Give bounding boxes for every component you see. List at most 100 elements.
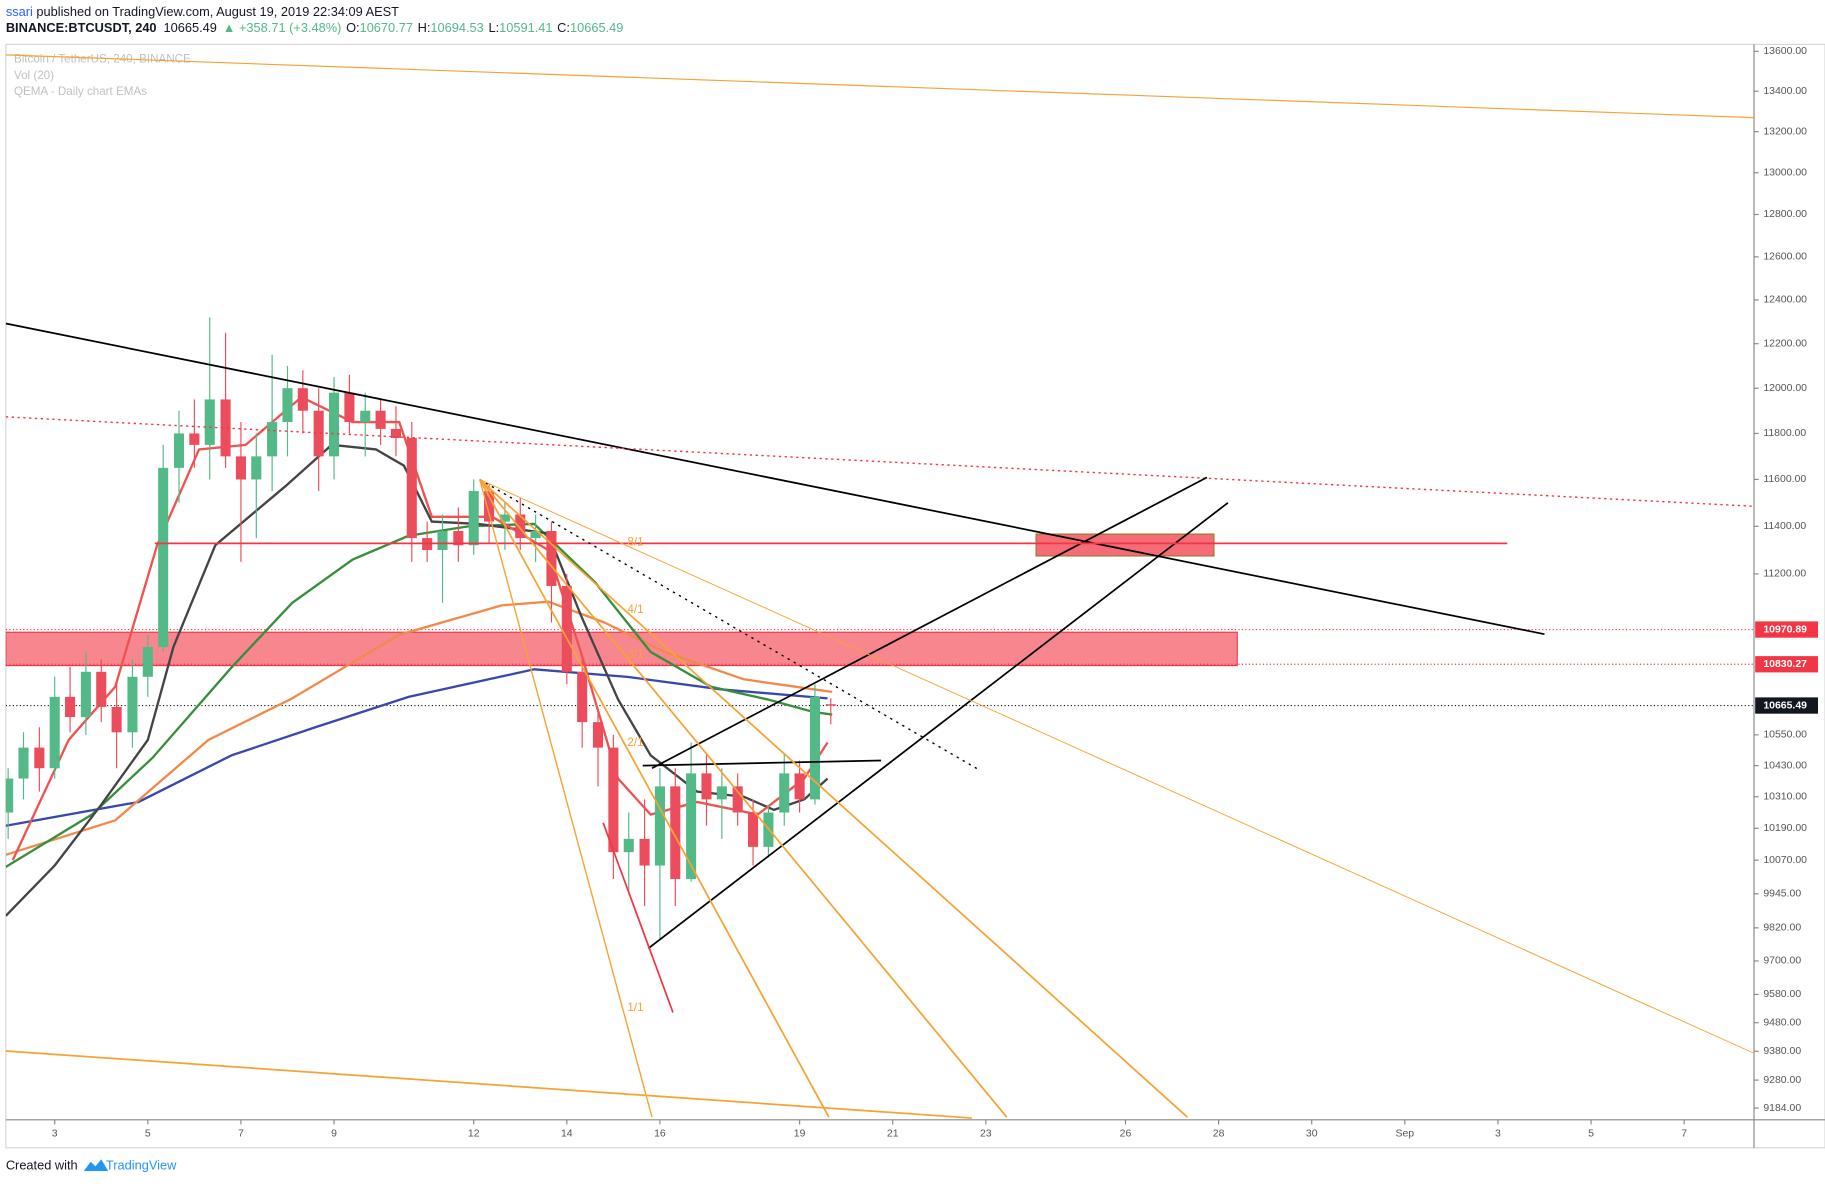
candle-body [189,433,200,445]
trend-line [479,479,653,1118]
candle-body [173,433,185,468]
candle-body [794,773,805,800]
y-tick-label: 12400.00 [1763,295,1807,306]
y-tick-label: 9700.00 [1763,956,1801,967]
trend-line [5,322,1545,636]
candle-body [437,530,448,550]
price: 10665.49 [164,21,217,36]
trend-line [479,478,981,772]
author[interactable]: ssari [6,4,33,19]
y-tick-label: 12600.00 [1763,252,1807,263]
indicator-line [5,600,833,856]
footer-brand[interactable]: TradingView [106,1158,177,1173]
fan-label: 1/1 [627,1001,643,1014]
candle-body [561,585,572,672]
y-tick-label: 10550.00 [1763,730,1807,741]
candle-body [297,388,308,411]
axes: 13600.00 13400.00 13200.00 13000.00 12800.00… [52,46,1819,1140]
price-label-box [1755,656,1819,673]
candle-body [375,410,386,429]
zone [1035,533,1215,557]
ohlc-value: 10670.77 [360,21,413,36]
trend-line [647,502,1229,950]
candle-body [220,399,231,457]
y-tick-label: 13400.00 [1763,86,1807,97]
candle-body [127,676,138,733]
study-label: Vol (20) [14,69,54,82]
ohlc-value: 10694.53 [430,21,483,36]
candle-body [592,722,604,748]
candle-body [406,438,417,539]
y-tick-label: 10190.00 [1763,823,1807,834]
y-tick-label: 13000.00 [1763,168,1807,179]
candle-body [623,838,634,853]
candle-body [142,646,153,677]
candle-body [701,773,712,800]
x-tick-label: 19 [794,1129,806,1140]
x-tick-label: 16 [654,1129,666,1140]
candle-body [748,812,759,847]
fan-label: 2/1 [627,736,643,749]
study-label: QEMA - Daily chart EMAs [14,85,147,98]
candle-body [546,530,557,586]
candle-body [111,706,122,733]
candle-body [329,392,340,457]
candle-body [344,392,355,423]
x-tick-label: 26 [1120,1129,1132,1140]
y-tick-label: 13200.00 [1763,126,1807,137]
trend-line [478,479,830,1118]
y-tick-label: 10070.00 [1763,855,1807,866]
price-label-box [1755,621,1819,638]
y-tick-label: 12200.00 [1763,338,1807,349]
y-tick-label: 10310.00 [1763,792,1807,803]
candle-body [825,704,836,706]
y-tick-label: 9280.00 [1763,1075,1801,1086]
trend-line [479,478,1188,1118]
candle-body [18,747,29,779]
candle-body [5,778,14,813]
fan-label: 3/1 [627,647,643,660]
y-tick-label: 9480.00 [1763,1017,1801,1028]
indicator-line [5,668,828,827]
candle-body [809,696,821,800]
candle-body [499,514,510,522]
candle-body [204,399,215,445]
y-tick-label: 11600.00 [1763,474,1806,485]
candle-body [484,491,495,522]
candle-body [313,410,324,457]
y-tick-label: 12800.00 [1763,209,1807,220]
candle-body [608,747,619,853]
candle-body [360,410,371,423]
ohlc-label: H: [418,21,431,36]
candle-body [577,671,588,723]
trend-line [602,822,674,1013]
footer-created: Created with [6,1158,78,1173]
ohlc-label: C: [557,21,570,36]
candle-body [158,467,169,647]
y-tick-label: 13600.00 [1763,46,1807,57]
ohlc-label: O: [346,21,360,36]
price-label-box [1755,697,1819,714]
trend-line [5,54,1755,119]
header-line-2: BINANCE:BTCUSDT, 240 10665.49 ▲ +358.71 (+… [6,21,624,36]
x-tick-label: 7 [238,1129,244,1140]
candle-body [34,747,45,769]
zone [5,631,1238,667]
x-tick-label: 5 [1588,1129,1594,1140]
fan-label: 8/1 [627,536,643,549]
published: published on TradingView.com, August 19,… [33,4,399,19]
study-label: Bitcoin / TetherUS, 240, BINANCE [14,53,191,66]
x-tick-label: 23 [980,1129,992,1140]
y-tick-label: 9820.00 [1763,923,1801,934]
x-tick-label: 7 [1681,1129,1687,1140]
footer-logo [83,1159,109,1172]
candle-body [732,786,743,813]
change: ▲ +358.71 (+3.48%) [223,21,342,36]
trend-line [479,479,1755,1054]
candle-body [65,696,76,718]
candle-body [96,671,107,707]
candle-body [686,773,697,879]
y-tick-label: 10430.00 [1763,760,1807,771]
x-tick-label: 28 [1213,1129,1225,1140]
